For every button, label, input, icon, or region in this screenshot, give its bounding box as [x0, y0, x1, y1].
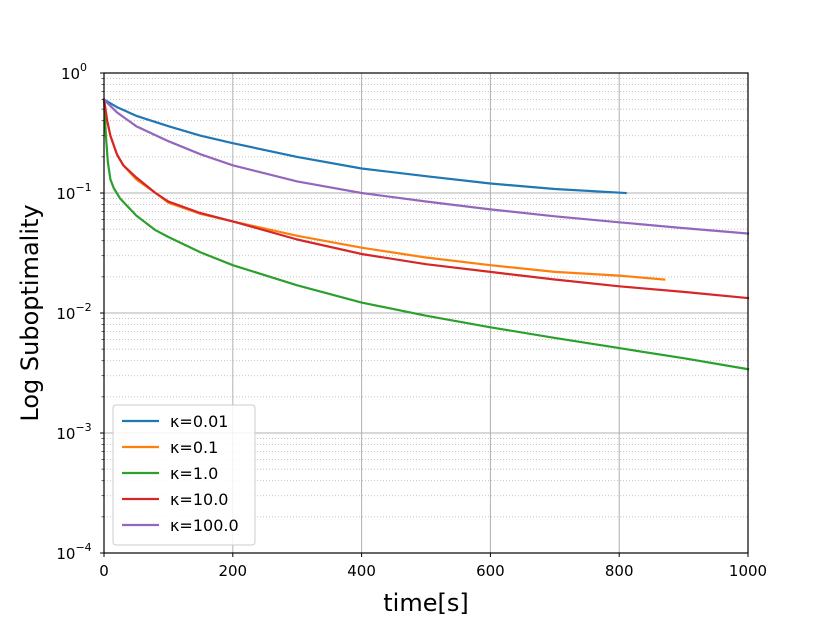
series-line-0 [102, 98, 627, 195]
x-tick-label: 600 [476, 562, 505, 580]
legend-box [112, 404, 256, 546]
legend: κ=0.01 κ=0.1 κ=1.0 κ=10.0 κ=100.0 [112, 404, 256, 546]
y-tick-label: 10−4 [56, 541, 91, 563]
legend-label: κ=100.0 [170, 516, 239, 535]
legend-label: κ=10.0 [170, 490, 228, 509]
y-tick-label: 10−1 [56, 181, 91, 203]
y-tick-label: 10−3 [56, 421, 91, 443]
legend-label: κ=0.1 [170, 438, 218, 457]
series-line-4 [102, 98, 750, 235]
x-tick-label: 800 [605, 562, 634, 580]
x-tick-label: 0 [99, 562, 109, 580]
x-tick-label: 400 [347, 562, 376, 580]
x-axis-label: time[s] [383, 589, 468, 617]
axis-ticks: 100 10−1 10−2 10−3 10−4 0 200 400 600 800 1000 [56, 61, 767, 580]
series-lines [102, 98, 750, 371]
y-axis-label: Log Suboptimality [16, 204, 44, 421]
x-tick-label: 1000 [729, 562, 767, 580]
legend-label: κ=1.0 [170, 464, 218, 483]
y-tick-label: 10−2 [56, 301, 91, 323]
series-line-2 [102, 98, 750, 371]
y-tick-label: 100 [61, 61, 87, 83]
legend-label: κ=0.01 [170, 412, 228, 431]
series-line-3 [102, 98, 750, 300]
x-tick-label: 200 [218, 562, 247, 580]
